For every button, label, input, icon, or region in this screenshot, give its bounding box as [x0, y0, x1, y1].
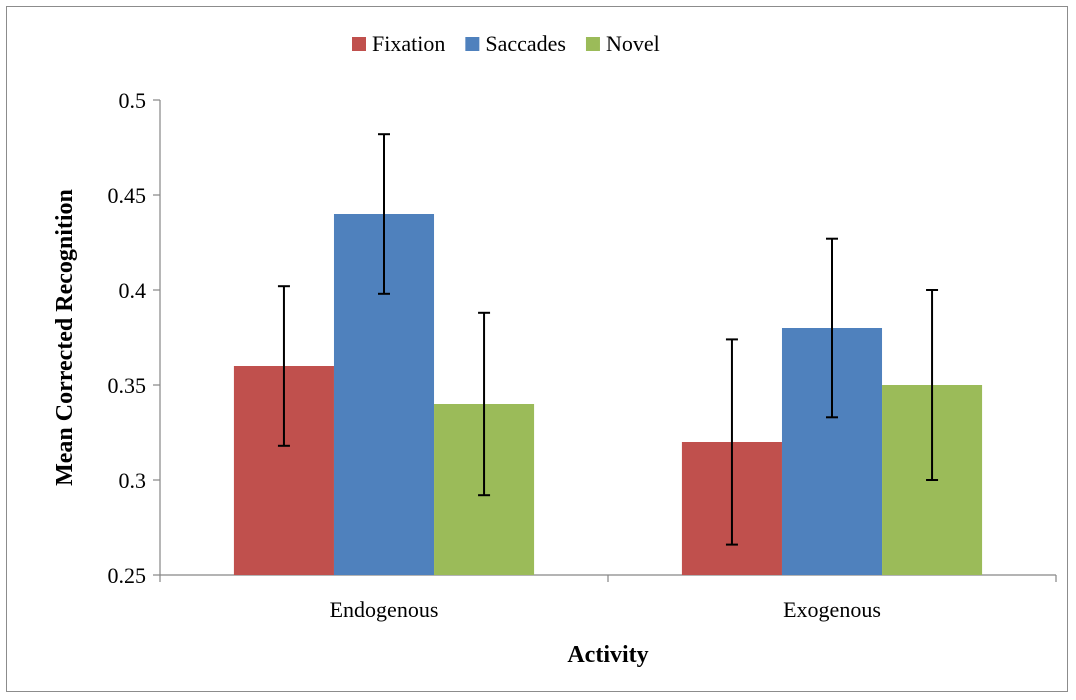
- legend-swatch: [352, 37, 366, 51]
- chart-frame: [6, 6, 1068, 692]
- y-tick-label: 0.3: [119, 468, 147, 493]
- y-tick-label: 0.25: [108, 563, 147, 588]
- x-axis: Endogenous Exogenous: [159, 574, 1057, 622]
- legend-item-novel: Novel: [585, 31, 660, 56]
- legend-swatch: [465, 37, 480, 51]
- x-category-label: Exogenous: [783, 597, 881, 622]
- legend-label: Saccades: [485, 31, 566, 56]
- y-tick-label: 0.35: [108, 373, 147, 398]
- x-category-label: Endogenous: [330, 597, 439, 622]
- y-axis-title: Mean Corrected Recognition: [52, 189, 78, 486]
- y-axis: 0.25 0.3 0.35 0.4 0.45 0.5: [108, 88, 161, 588]
- y-tick-label: 0.45: [108, 183, 147, 208]
- error-bars-group: [277, 133, 939, 546]
- legend-item-saccades: Saccades: [465, 31, 566, 56]
- y-tick-label: 0.4: [119, 278, 147, 303]
- legend: Fixation Saccades Novel: [352, 31, 660, 56]
- legend-swatch: [585, 37, 600, 51]
- bars-group: [233, 214, 983, 575]
- legend-item-fixation: Fixation: [352, 31, 445, 56]
- legend-label: Fixation: [372, 31, 445, 56]
- x-axis-title: Activity: [567, 642, 648, 668]
- y-tick-label: 0.5: [119, 88, 147, 113]
- legend-label: Novel: [606, 31, 660, 56]
